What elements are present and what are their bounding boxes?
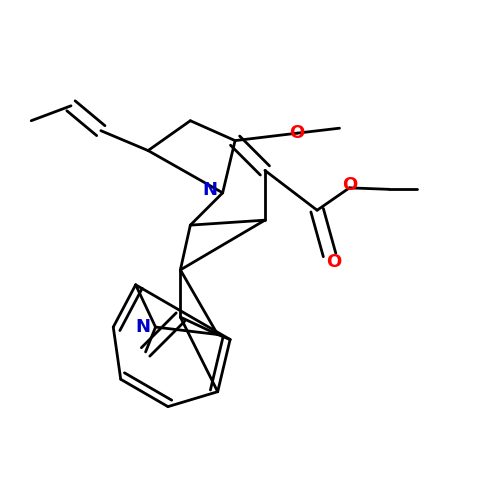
Text: O: O <box>290 124 305 142</box>
Text: N: N <box>202 182 218 200</box>
Text: N: N <box>136 318 150 336</box>
Text: O: O <box>342 176 357 194</box>
Text: O: O <box>326 254 341 272</box>
